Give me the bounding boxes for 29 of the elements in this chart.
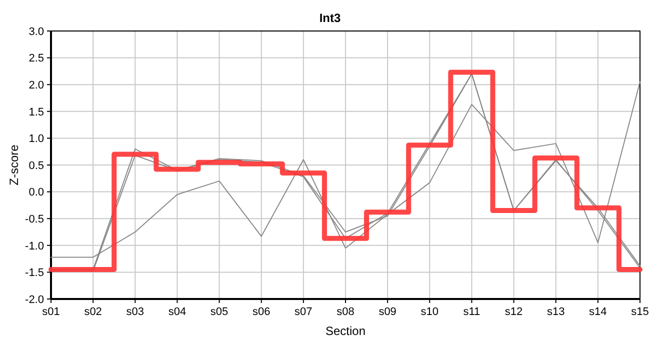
x-axis-title: Section <box>325 324 366 338</box>
y-tick-label: -2.0 <box>25 294 44 306</box>
x-tick-label: s04 <box>168 306 186 318</box>
x-tick-label: s02 <box>84 306 102 318</box>
x-tick-label: s15 <box>631 306 649 318</box>
y-tick-label: 0.5 <box>28 160 44 172</box>
y-tick-label: 2.5 <box>28 52 44 65</box>
y-tick-label: -0.5 <box>25 213 44 226</box>
y-tick-label: 1.5 <box>28 106 44 118</box>
x-tick-label: s01 <box>42 306 60 318</box>
x-tick-label: s06 <box>252 306 270 318</box>
x-tick-label: s03 <box>126 306 144 318</box>
x-tick-label: s09 <box>378 306 396 318</box>
y-tick-label: 3.0 <box>28 26 44 38</box>
x-tick-label: s10 <box>420 306 439 318</box>
x-tick-label: s05 <box>210 306 228 318</box>
x-tick-label: s13 <box>546 306 565 318</box>
x-tick-label: s08 <box>336 306 354 318</box>
x-tick-label: s12 <box>504 306 523 318</box>
y-tick-label: 1.0 <box>28 133 44 146</box>
y-tick-label: 0.0 <box>28 186 44 199</box>
y-tick-label: 2.0 <box>28 79 44 92</box>
x-tick-label: s11 <box>463 306 480 318</box>
x-tick-label: s14 <box>589 306 607 318</box>
y-axis-title: Z-score <box>7 144 21 186</box>
y-tick-label: -1.0 <box>25 240 44 252</box>
y-tick-label: -1.5 <box>25 267 44 280</box>
x-tick-label: s07 <box>294 306 312 318</box>
chart-title: Int3 <box>319 11 341 25</box>
